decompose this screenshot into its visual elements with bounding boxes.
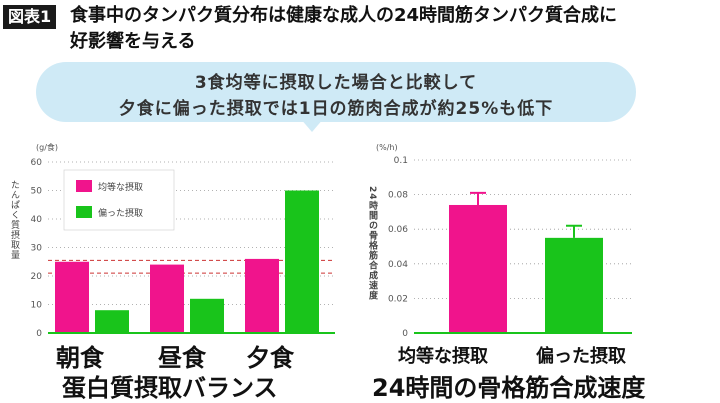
category-label-dinner: 夕食 bbox=[246, 344, 294, 372]
y-tick-label: 50 bbox=[31, 187, 43, 197]
y-tick-label: 0 bbox=[402, 329, 408, 339]
page-title-line2: 好影響を与える bbox=[70, 31, 196, 52]
callout-line2: 夕食に偏った摂取では1日の筋肉合成が約25%も低下 bbox=[118, 99, 554, 119]
page-title-line1: 食事中のタンパク質分布は健康な成人の24時間筋タンパク質合成に bbox=[70, 5, 618, 26]
category-label-even: 均等な摂取 bbox=[398, 346, 488, 367]
legend-box bbox=[63, 169, 175, 231]
y-unit-label: (g/食) bbox=[36, 142, 58, 152]
callout-bubble bbox=[36, 62, 636, 122]
chart2-title: 24時間の骨格筋合成速度 bbox=[372, 374, 646, 402]
chart1-title: 蛋白質摂取バランス bbox=[62, 374, 278, 402]
header: 図表1 食事中のタンパク質分布は健康な成人の24時間筋タンパク質合成に 好影響を… bbox=[0, 0, 720, 58]
y-axis-label: 24時間の骨格筋合成速度 bbox=[367, 186, 379, 301]
bar bbox=[95, 310, 129, 333]
bar bbox=[285, 190, 319, 333]
bar bbox=[245, 258, 279, 333]
y-tick-label: 40 bbox=[31, 215, 43, 225]
category-label-lunch: 昼食 bbox=[158, 344, 206, 372]
y-tick-label: 0.04 bbox=[388, 260, 408, 270]
muscle-synthesis-chart: (%/h) 0 0.02 0.04 0.06 0.08 0.1 24時間の骨格筋合成速度 bbox=[367, 143, 632, 339]
y-tick-label: 0 bbox=[36, 329, 42, 339]
y-tick-label: 10 bbox=[31, 301, 43, 311]
bar bbox=[190, 298, 224, 333]
y-axis-label: たんぱく質摂取量 bbox=[9, 180, 20, 260]
y-tick-label: 30 bbox=[31, 244, 43, 254]
y-tick-label: 0.1 bbox=[394, 156, 408, 166]
figure-badge: 図表1 bbox=[3, 5, 57, 29]
y-tick-label: 60 bbox=[31, 158, 43, 168]
legend-swatch bbox=[76, 180, 92, 192]
legend-swatch bbox=[76, 206, 92, 218]
category-label-skewed: 偏った摂取 bbox=[536, 346, 626, 367]
y-unit-label: (%/h) bbox=[376, 143, 398, 152]
bar bbox=[545, 237, 603, 333]
bar bbox=[150, 264, 184, 333]
y-tick-label: 0.02 bbox=[388, 294, 408, 304]
bar bbox=[55, 261, 89, 333]
y-tick-label: 0.08 bbox=[388, 191, 408, 201]
callout-tail bbox=[300, 118, 324, 132]
category-label-breakfast: 朝食 bbox=[56, 344, 104, 372]
y-tick-label: 20 bbox=[31, 272, 43, 282]
legend-label: 偏った摂取 bbox=[98, 207, 143, 219]
legend-label: 均等な摂取 bbox=[98, 181, 143, 193]
bar bbox=[449, 204, 507, 333]
callout-line1: 3食均等に摂取した場合と比較して bbox=[194, 73, 478, 93]
y-tick-label: 0.06 bbox=[388, 225, 408, 235]
